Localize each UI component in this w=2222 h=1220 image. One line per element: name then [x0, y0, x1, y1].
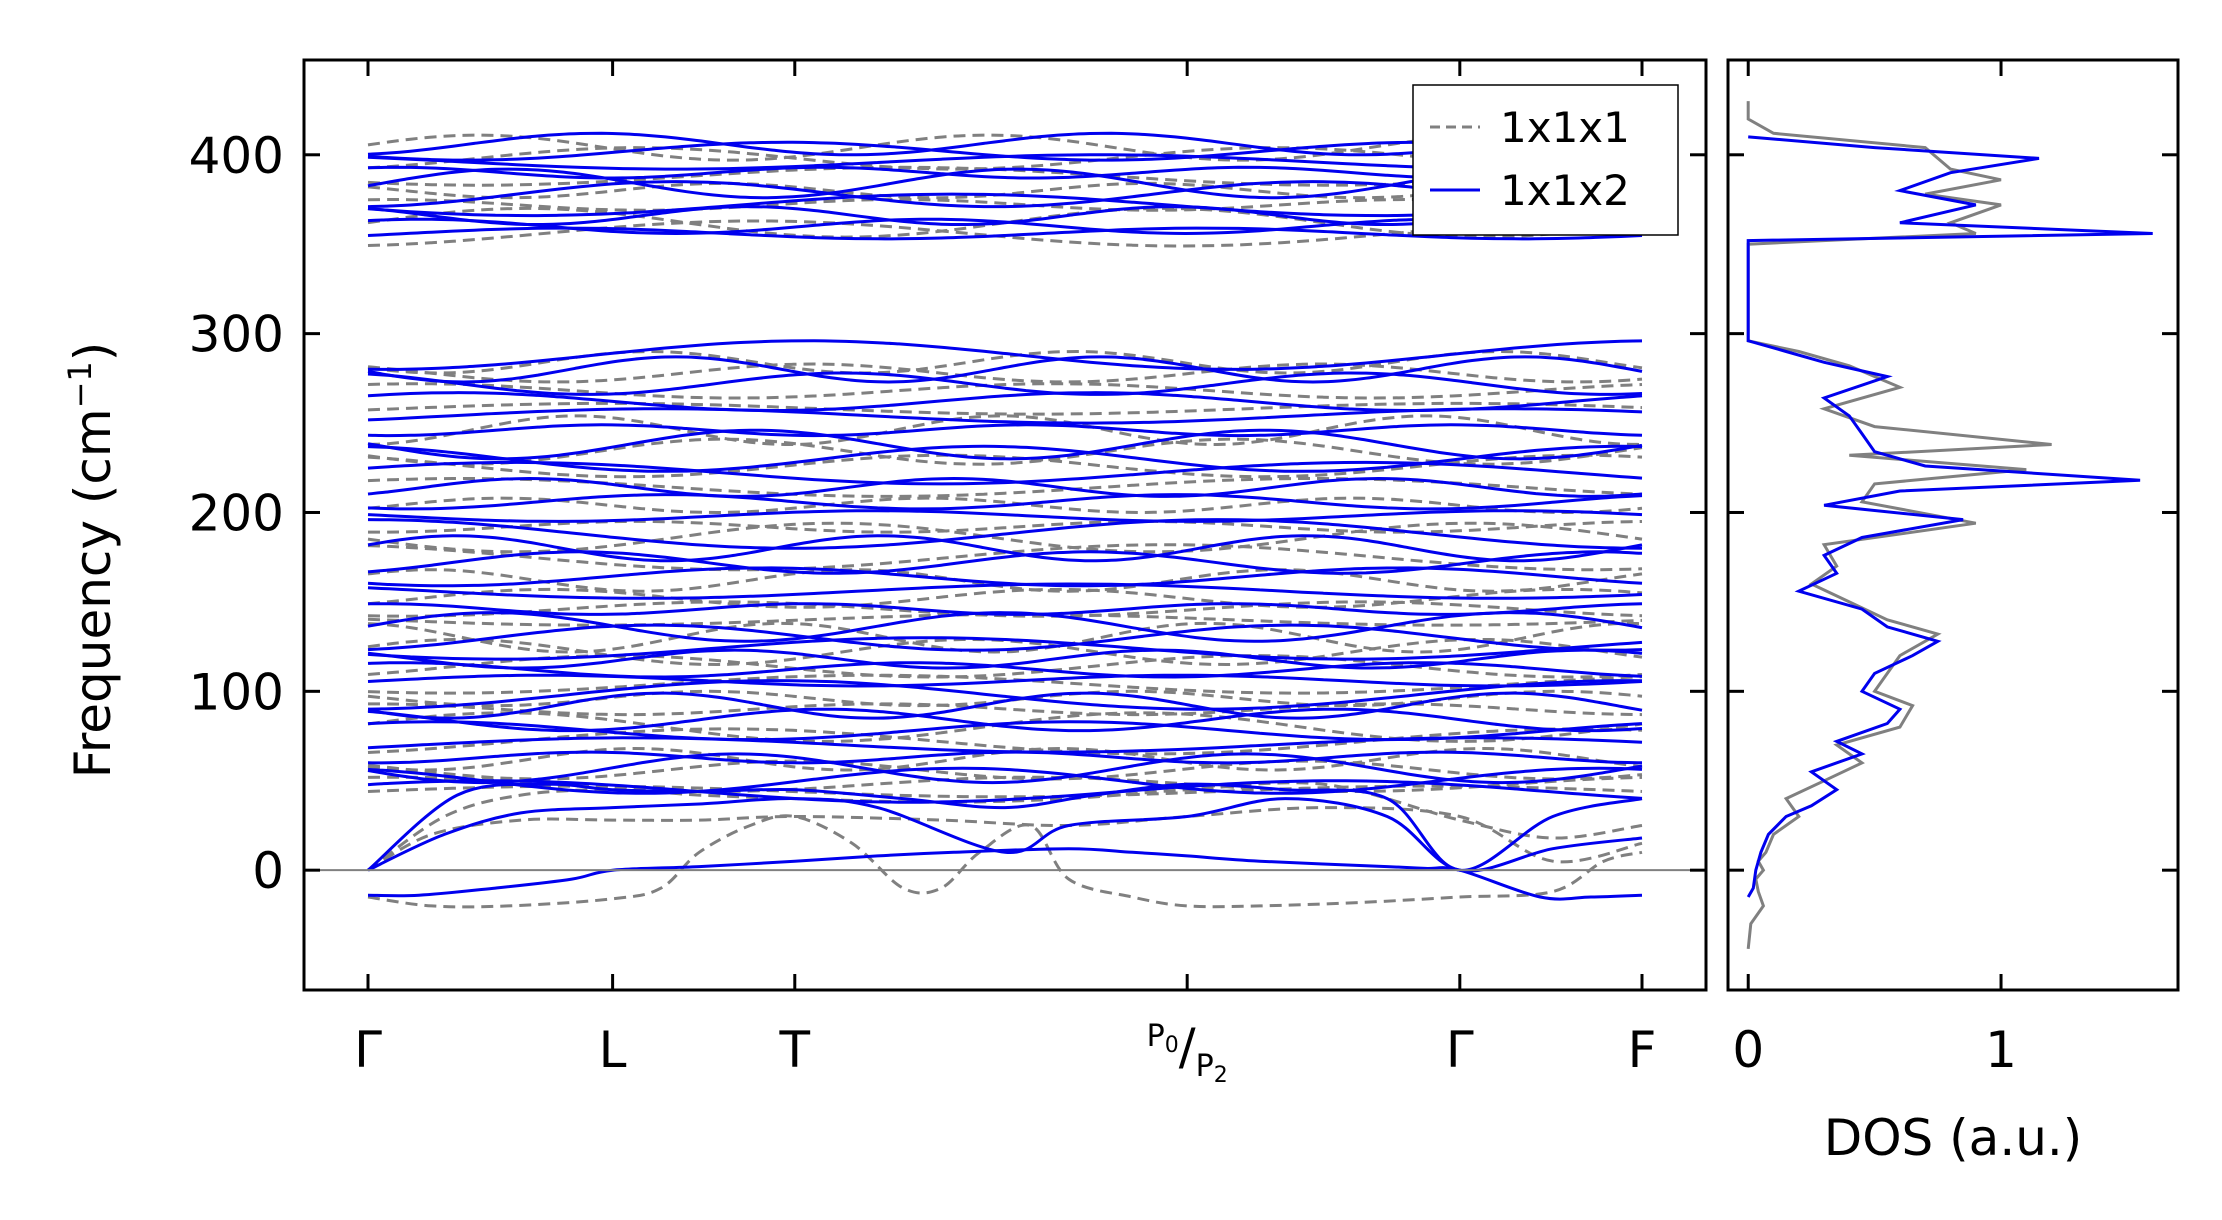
band-1x1x1-flat-30: [367, 197, 1643, 212]
band-1x1x2-flat-3: [367, 750, 1643, 765]
band-1x1x1-flat-6: [367, 702, 1643, 717]
legend-box: [1412, 84, 1679, 236]
dos-xtick-label-0: 0: [1732, 1021, 1764, 1079]
k-label-3-part-1: 0: [1165, 1033, 1179, 1058]
band-ytick-label-400: 400: [189, 127, 284, 185]
band-1x1x1-flat-5: [367, 711, 1643, 743]
band-ytick-label-300: 300: [189, 306, 284, 364]
band-1x1x1-flat-8: [367, 673, 1643, 695]
band-1x1x2-flat-14: [367, 611, 1643, 643]
band-lines: [367, 131, 1643, 909]
band-1x1x1-flat-17: [367, 521, 1643, 554]
k-label-5: F: [1628, 1021, 1657, 1079]
band-1x1x1-flat-14: [367, 587, 1643, 609]
band-1x1x2-flat-32: [367, 339, 1643, 371]
band-1x1x2-flat-12: [367, 636, 1643, 661]
band-1x1x1-flat-21: [367, 453, 1643, 479]
band-ytick-label-200: 200: [189, 484, 284, 542]
band-1x1x2-flat-10: [367, 661, 1643, 679]
band-1x1x2-flat-2: [367, 752, 1643, 785]
band-ytick-label-100: 100: [189, 663, 284, 721]
y-axis-title-sup: −1: [61, 361, 99, 408]
k-label-1: L: [599, 1021, 627, 1079]
k-label-3-part-3: P: [1196, 1049, 1214, 1084]
band-1x1x2-flat-1: [367, 766, 1643, 795]
band-1x1x2-flat-23: [367, 477, 1643, 498]
band-1x1x2-flat-11: [367, 648, 1643, 670]
band-1x1x2-flat-19: [367, 534, 1643, 563]
band-k-ticks: Γ L T P0/P2 Γ F: [354, 60, 1656, 1088]
band-1x1x2-flat-22: [367, 493, 1643, 511]
legend-label-1x1x1: 1x1x1: [1500, 103, 1630, 152]
dos-xtick-label-1: 1: [1985, 1021, 2017, 1079]
y-axis-title-main: Frequency (cm: [64, 408, 122, 778]
band-1x1x2-flat-7: [367, 691, 1643, 720]
k-label-3-part-0: P: [1147, 1019, 1165, 1054]
band-1x1x2-flat-6: [367, 707, 1643, 733]
band-1x1x2-flat-9: [367, 673, 1643, 688]
band-1x1x1-acoustic-0: [367, 814, 1643, 909]
legend: 1x1x1 1x1x2: [1412, 84, 1679, 236]
k-label-3-part-4: 2: [1214, 1063, 1228, 1088]
dos-line-1x1x1: [1746, 101, 2052, 950]
k-label-0: Γ: [354, 1021, 382, 1079]
band-1x1x2-flat-25: [367, 444, 1643, 473]
legend-label-1x1x2: 1x1x2: [1500, 166, 1630, 215]
band-1x1x2-flat-26: [367, 428, 1643, 461]
band-1x1x1-flat-24: [367, 401, 1643, 416]
band-1x1x2-flat-21: [367, 509, 1643, 523]
dos-x-axis-title: DOS (a.u.): [1824, 1109, 2083, 1167]
k-label-4: Γ: [1446, 1021, 1474, 1079]
dos-y-ticks: [1728, 153, 2178, 872]
dos-line-1x1x2: [1746, 135, 2153, 898]
dos-plot-frame: [1726, 58, 2180, 992]
band-1x1x1-flat-25: [367, 382, 1643, 400]
dos-lines: [1746, 101, 2153, 950]
band-1x1x1-flat-26: [367, 362, 1643, 384]
band-plot-frame: [302, 58, 1708, 992]
k-label-3: P0/P2: [1147, 1018, 1228, 1088]
band-1x1x2-flat-20: [367, 518, 1643, 550]
band-1x1x2-acoustic-1: [367, 797, 1643, 873]
band-1x1x2-flat-31: [367, 355, 1643, 384]
band-1x1x2-flat-16: [367, 582, 1643, 600]
band-1x1x2-flat-15: [367, 602, 1643, 616]
band-1x1x1-flat-2: [367, 759, 1643, 781]
k-label-3-part-2: /: [1179, 1018, 1196, 1076]
band-ytick-label-0: 0: [252, 842, 284, 900]
band-1x1x2-acoustic-2: [367, 782, 1643, 872]
k-label-2: T: [779, 1021, 811, 1079]
band-1x1x2-flat-30: [367, 371, 1643, 396]
band-1x1x1-flat-19: [367, 496, 1643, 514]
band-1x1x2-flat-13: [367, 623, 1643, 652]
band-1x1x1-flat-15: [367, 568, 1643, 593]
y-axis-title: Frequency (cm−1): [61, 342, 122, 779]
y-axis-title-close: ): [64, 342, 122, 362]
band-1x1x1-flat-23: [367, 414, 1643, 447]
band-1x1x2-flat-29: [367, 391, 1643, 413]
band-1x1x2-acoustic-0: [367, 847, 1643, 901]
band-1x1x1-acoustic-1: [367, 806, 1643, 872]
band-y-ticks: 0 100 200 300 400: [189, 127, 1706, 900]
band-1x1x2-flat-27: [367, 423, 1643, 438]
band-1x1x1-flat-4: [367, 727, 1643, 756]
band-1x1x1-flat-11: [367, 621, 1643, 654]
band-1x1x2-flat-8: [367, 679, 1643, 711]
